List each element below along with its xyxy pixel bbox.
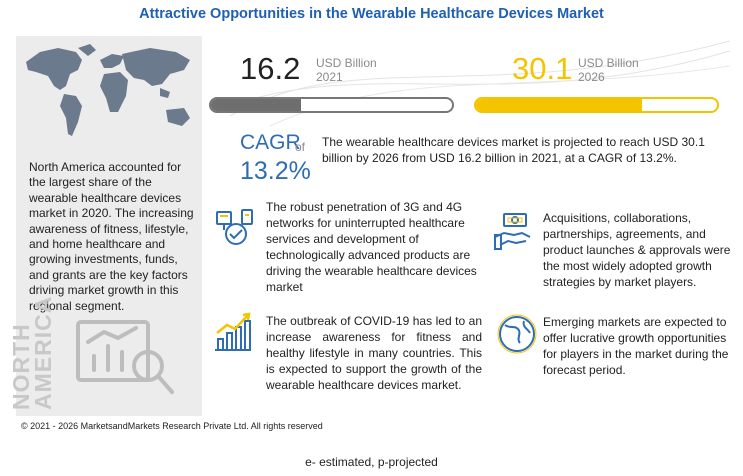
year-label-2026: 2026: [578, 70, 605, 84]
handshake-icon: [494, 213, 531, 250]
world-map-icon: [26, 44, 190, 136]
year-label-2021: 2021: [316, 70, 343, 84]
unit-label-2026: USD Billion: [578, 56, 639, 70]
bullet-text-covid: The outbreak of COVID-19 has led to an i…: [266, 314, 482, 392]
page-title: Attractive Opportunities in the Wearable…: [139, 6, 604, 22]
unit-2026: USD Billion 2026: [578, 56, 639, 84]
unit-label-2021: USD Billion: [316, 56, 377, 70]
bullet-text-emerging-markets: Emerging markets are expected to offer l…: [543, 315, 729, 377]
region-label-line1: NORTH: [8, 323, 34, 410]
value-2026: 30.1: [512, 51, 573, 86]
connectivity-icon: [216, 209, 253, 245]
unit-2021: USD Billion 2021: [316, 56, 377, 84]
growth-chart-icon: [215, 312, 251, 351]
bar-2026: [476, 99, 642, 111]
bar-2021: [211, 99, 301, 111]
cagr-description: The wearable healthcare devices market i…: [322, 135, 705, 165]
region-label-line2: AMERICA: [30, 295, 56, 410]
bullet-text-connectivity: The robust penetration of 3G and 4G netw…: [266, 200, 477, 294]
cagr-value: 13.2%: [240, 157, 311, 185]
region-description: North America accounted for the largest …: [29, 160, 194, 313]
footnote: e- estimated, p-projected: [305, 455, 438, 469]
value-2021: 16.2: [240, 51, 301, 86]
analysis-chart-icon: [76, 320, 174, 394]
region-label: NORTH AMERICA: [8, 290, 56, 410]
cagr-of: of: [295, 140, 306, 154]
cagr-label: CAGR: [240, 131, 301, 154]
bullet-text-strategies: Acquisitions, collaborations, partnershi…: [543, 211, 731, 289]
globe-icon: [497, 314, 537, 354]
copyright-notice: © 2021 - 2026 MarketsandMarkets Research…: [21, 421, 323, 431]
